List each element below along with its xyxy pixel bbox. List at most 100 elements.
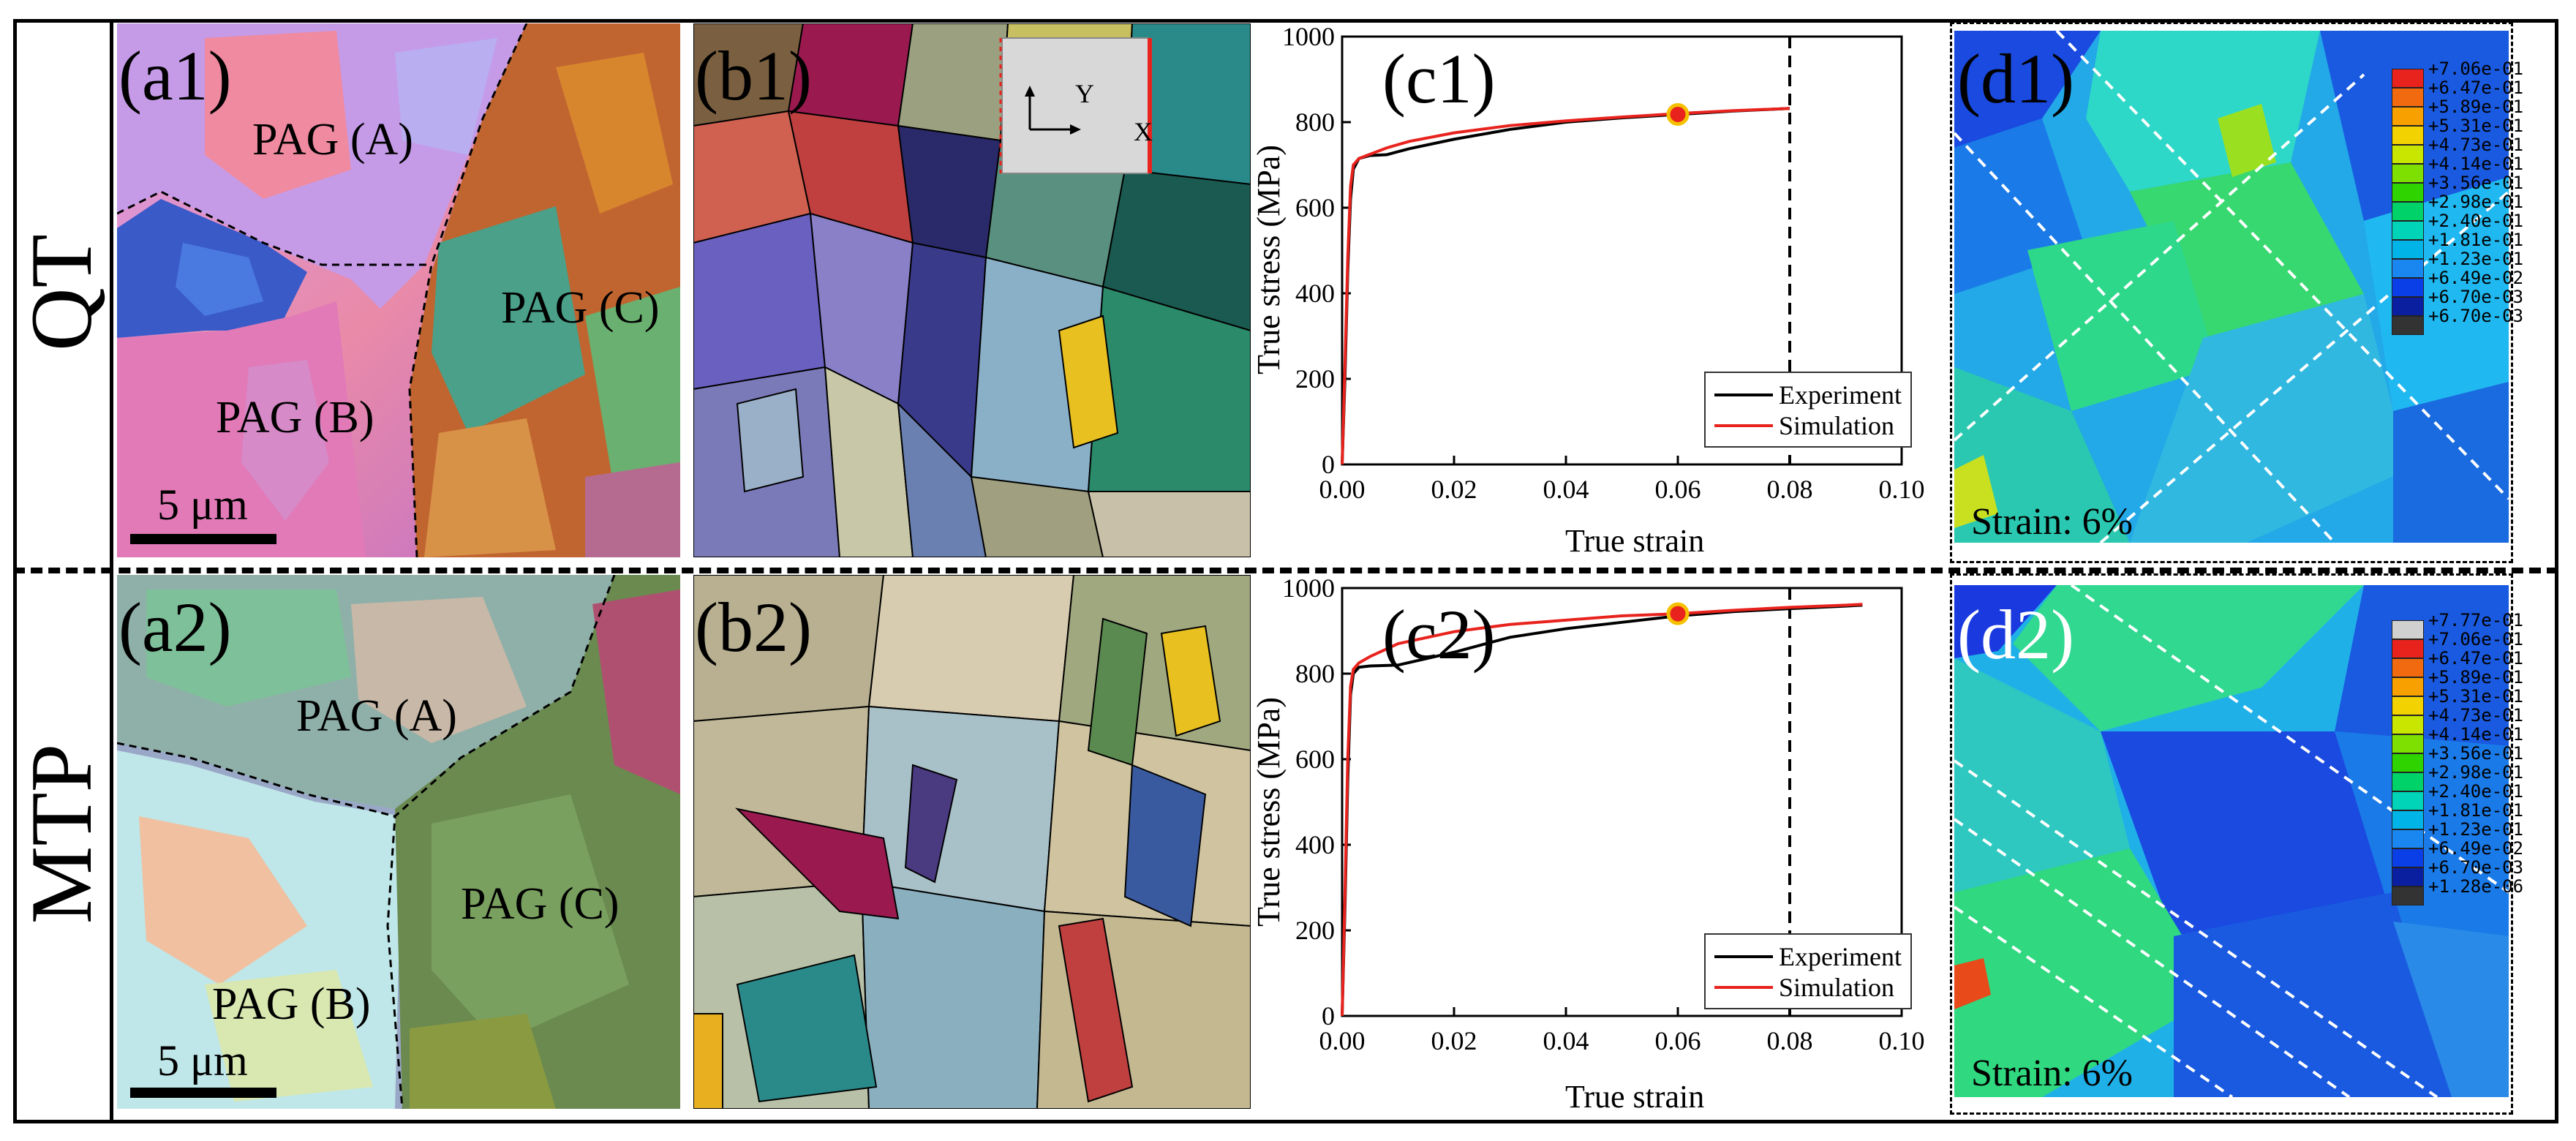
axis-x-label-b1: X — [1134, 117, 1153, 146]
colorbar-label: +7.77e-01 — [2428, 610, 2524, 630]
y-tick-label: 600 — [1295, 745, 1335, 774]
colorbar-label: +6.47e-01 — [2428, 78, 2524, 98]
colorbar-label: +5.31e-01 — [2428, 116, 2524, 136]
y-tick-label: 0 — [1322, 1001, 1335, 1031]
x-tick-label: 0.08 — [1767, 1026, 1813, 1055]
y-axis-label-c1: True stress (MPa) — [1251, 145, 1287, 374]
grain-model-b2 — [693, 575, 1251, 1109]
colorbar-label: +5.31e-01 — [2428, 686, 2524, 707]
colorbar-label: +6.47e-01 — [2428, 648, 2524, 669]
ebsd-map-a2 — [117, 575, 680, 1109]
colorbar-label: +1.23e-01 — [2428, 249, 2524, 269]
panel-label-c2: (c2) — [1382, 595, 1496, 674]
y-tick-label: 600 — [1295, 193, 1335, 222]
marker-point — [1666, 102, 1690, 126]
pag-a-label-a1: PAG (A) — [252, 115, 413, 165]
colorbar-label: +4.14e-01 — [2428, 154, 2524, 174]
colorbar-swatch — [2392, 164, 2424, 183]
y-axis-label-c2: True stress (MPa) — [1251, 697, 1287, 927]
colorbar-label: +6.49e-02 — [2428, 838, 2524, 859]
colorbar-label: +2.98e-01 — [2428, 192, 2524, 212]
colorbar-label: +1.81e-01 — [2428, 230, 2524, 250]
colorbar-swatch — [2392, 316, 2424, 335]
panel-d2-border — [1950, 573, 2513, 1115]
x-tick-label: 0.00 — [1319, 475, 1366, 504]
x-axis-label-c2: True strain — [1565, 1079, 1705, 1115]
colorbar-label: +4.73e-01 — [2428, 705, 2524, 726]
x-tick-label: 0.02 — [1431, 475, 1477, 504]
legend-swatch-experiment — [1714, 955, 1773, 958]
y-tick-label: 0 — [1322, 450, 1335, 479]
colorbar-swatch — [2392, 107, 2424, 126]
colorbar-swatch — [2392, 145, 2424, 164]
legend-label-simulation: Simulation — [1779, 973, 1895, 1002]
colorbar-swatch — [2392, 886, 2424, 905]
legend-swatch-simulation — [1714, 424, 1773, 427]
panel-d1-border — [1950, 22, 2513, 563]
pag-c-label-a2: PAG (C) — [461, 879, 619, 929]
colorbar-swatch — [2392, 753, 2424, 772]
x-tick-label: 0.02 — [1431, 1026, 1477, 1055]
x-tick-label: 0.08 — [1767, 475, 1813, 504]
grain-model-b1 — [693, 23, 1251, 557]
series-simulation-line — [1341, 603, 1863, 1017]
colorbar-label: +6.49e-02 — [2428, 268, 2524, 288]
legend-label-experiment: Experiment — [1779, 380, 1902, 410]
panel-label-a2: (a2) — [118, 588, 232, 666]
colorbar-label: +2.40e-01 — [2428, 211, 2524, 231]
strain-label-d2: Strain: 6% — [1971, 1052, 2133, 1094]
colorbar-swatch — [2392, 829, 2424, 848]
scale-label-a1: 5 μm — [157, 481, 248, 529]
colorbar-swatch — [2392, 126, 2424, 145]
y-tick-label: 800 — [1295, 659, 1335, 688]
colorbar-swatch — [2392, 183, 2424, 202]
panel-label-d1: (d1) — [1957, 39, 2074, 118]
y-tick-label: 800 — [1295, 108, 1335, 137]
colorbar-swatch — [2392, 734, 2424, 753]
colorbar-swatch — [2392, 810, 2424, 829]
x-tick-label: 0.06 — [1655, 1026, 1701, 1055]
colorbar-label: +6.70e-03 — [2428, 287, 2524, 307]
colorbar-swatch — [2392, 221, 2424, 240]
pag-b-label-a1: PAG (B) — [216, 393, 374, 443]
colorbar-label: +5.89e-01 — [2428, 667, 2524, 688]
colorbar-swatch — [2392, 791, 2424, 810]
scale-label-a2: 5 μm — [157, 1036, 248, 1085]
series-simulation-line — [1341, 107, 1790, 465]
scale-bar-a1 — [130, 534, 276, 544]
colorbar-swatch — [2392, 202, 2424, 221]
pag-a-label-a2: PAG (A) — [296, 691, 457, 741]
marker-point — [1666, 602, 1690, 625]
y-tick-label: 400 — [1295, 830, 1335, 859]
colorbar-swatch — [2392, 715, 2424, 734]
colorbar-label: +7.06e-01 — [2428, 59, 2524, 79]
y-tick-label: 400 — [1295, 279, 1335, 308]
colorbar-swatch — [2392, 88, 2424, 107]
x-axis-label-c1: True strain — [1565, 523, 1705, 559]
legend-c2: Experiment Simulation — [1704, 933, 1912, 1009]
colorbar-swatch — [2392, 677, 2424, 696]
row-label-mtp: MTP — [12, 743, 110, 925]
panel-label-b1: (b1) — [695, 37, 812, 115]
y-tick-label: 1000 — [1282, 22, 1335, 51]
colorbar-label: +1.81e-01 — [2428, 800, 2524, 821]
scale-bar-a2 — [130, 1088, 276, 1098]
axis-y-label-b1: Y — [1075, 79, 1094, 108]
panel-label-a1: (a1) — [118, 37, 232, 115]
colorbar-label: +5.89e-01 — [2428, 97, 2524, 117]
colorbar-label: +3.56e-01 — [2428, 173, 2524, 193]
panel-label-c1: (c1) — [1382, 39, 1496, 118]
legend-c1: Experiment Simulation — [1704, 372, 1912, 448]
colorbar-label: +6.70e-03 — [2428, 857, 2524, 878]
legend-swatch-simulation — [1714, 986, 1773, 989]
colorbar-swatch — [2392, 259, 2424, 278]
x-tick-label: 0.04 — [1543, 475, 1589, 504]
colorbar-label: +3.56e-01 — [2428, 743, 2524, 764]
x-tick-label: 0.04 — [1543, 1026, 1589, 1055]
colorbar-label: +1.28e-06 — [2428, 876, 2524, 897]
stress-strain-chart-c1: 0.00 0.02 0.04 0.06 0.08 0.10 0 200 400 600 800 100… — [1282, 22, 1925, 504]
y-tick-label: 200 — [1295, 364, 1335, 393]
strain-label-d1: Strain: 6% — [1971, 501, 2133, 543]
colorbar-swatch — [2392, 69, 2424, 88]
colorbar-label: +1.23e-01 — [2428, 819, 2524, 840]
